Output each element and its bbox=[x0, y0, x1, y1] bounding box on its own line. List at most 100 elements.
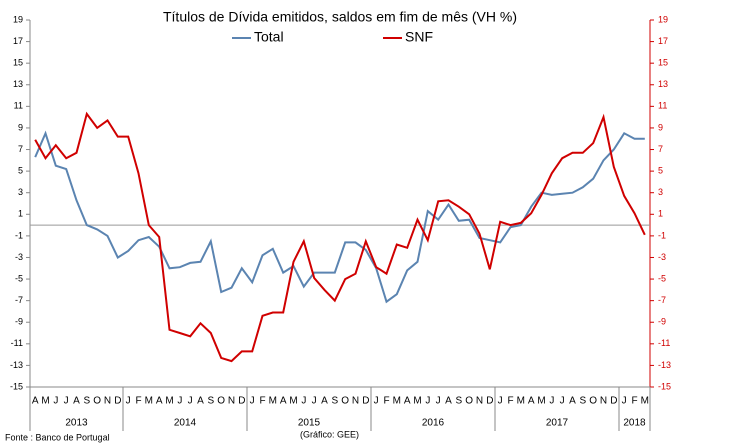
x-tick-label: A bbox=[569, 396, 576, 407]
y2-tick-label: -5 bbox=[658, 273, 666, 283]
y-tick-label: 5 bbox=[18, 165, 23, 175]
y-tick-label: 15 bbox=[13, 58, 23, 68]
x-tick-label: M bbox=[289, 396, 297, 407]
x-tick-label: D bbox=[486, 396, 493, 407]
x-tick-label: J bbox=[425, 396, 430, 407]
x-tick-label: J bbox=[549, 396, 554, 407]
x-tick-label: A bbox=[73, 396, 80, 407]
x-tick-label: J bbox=[312, 396, 317, 407]
x-group-label: 2016 bbox=[422, 418, 445, 429]
y-tick-label: -7 bbox=[15, 295, 23, 305]
x-tick-label: S bbox=[579, 396, 586, 407]
x-tick-label: F bbox=[383, 396, 389, 407]
x-tick-label: O bbox=[465, 396, 473, 407]
chart-title: Títulos de Dívida emitidos, saldos em fi… bbox=[163, 9, 517, 25]
x-tick-label: N bbox=[600, 396, 607, 407]
source: Fonte : Banco de Portugal bbox=[5, 432, 110, 442]
x-tick-label: D bbox=[610, 396, 617, 407]
x-tick-label: M bbox=[269, 396, 277, 407]
credit: (Gráfico: GEE) bbox=[300, 429, 359, 439]
y-tick-label: -9 bbox=[15, 317, 23, 327]
x-tick-label: A bbox=[32, 396, 39, 407]
y2-tick-label: -13 bbox=[658, 360, 671, 370]
x-tick-label: A bbox=[280, 396, 287, 407]
y-tick-label: -5 bbox=[15, 273, 23, 283]
y2-tick-label: -3 bbox=[658, 252, 666, 262]
x-tick-label: S bbox=[455, 396, 462, 407]
x-tick-label: A bbox=[321, 396, 328, 407]
x-tick-label: O bbox=[341, 396, 349, 407]
x-tick-label: S bbox=[207, 396, 214, 407]
x-tick-label: F bbox=[259, 396, 265, 407]
y-tick-label: 17 bbox=[13, 36, 23, 46]
x-tick-label: J bbox=[126, 396, 131, 407]
x-tick-label: J bbox=[498, 396, 503, 407]
y2-tick-label: 15 bbox=[658, 58, 668, 68]
y-tick-label: -3 bbox=[15, 252, 23, 262]
x-tick-label: J bbox=[301, 396, 306, 407]
y2-tick-label: 9 bbox=[658, 122, 663, 132]
x-tick-label: J bbox=[374, 396, 379, 407]
x-tick-label: D bbox=[362, 396, 369, 407]
y2-tick-label: -7 bbox=[658, 295, 666, 305]
x-group-label: 2013 bbox=[65, 418, 88, 429]
x-tick-label: A bbox=[197, 396, 204, 407]
legend-label: Total bbox=[254, 29, 284, 45]
y2-tick-label: 13 bbox=[658, 79, 668, 89]
y-tick-label: -15 bbox=[10, 381, 23, 391]
x-tick-label: M bbox=[165, 396, 173, 407]
x-tick-label: J bbox=[53, 396, 58, 407]
x-tick-label: N bbox=[228, 396, 235, 407]
x-tick-label: F bbox=[631, 396, 637, 407]
x-tick-label: F bbox=[507, 396, 513, 407]
x-tick-label: J bbox=[560, 396, 565, 407]
x-tick-label: J bbox=[622, 396, 627, 407]
x-tick-label: N bbox=[352, 396, 359, 407]
x-group-label: 2017 bbox=[546, 418, 569, 429]
x-tick-label: M bbox=[41, 396, 49, 407]
y-tick-label: 1 bbox=[18, 209, 23, 219]
x-tick-label: A bbox=[445, 396, 452, 407]
x-group-label: 2018 bbox=[623, 418, 646, 429]
y-tick-label: -11 bbox=[11, 338, 23, 348]
x-tick-label: J bbox=[188, 396, 193, 407]
y-tick-label: -1 bbox=[15, 230, 23, 240]
y2-tick-label: 5 bbox=[658, 165, 663, 175]
y2-tick-label: -1 bbox=[658, 230, 666, 240]
y2-tick-label: -9 bbox=[658, 317, 666, 327]
x-tick-label: J bbox=[177, 396, 182, 407]
x-tick-label: J bbox=[436, 396, 441, 407]
y2-tick-label: 1 bbox=[658, 209, 663, 219]
x-tick-label: O bbox=[217, 396, 225, 407]
y2-tick-label: 17 bbox=[658, 36, 668, 46]
x-tick-label: M bbox=[641, 396, 649, 407]
y2-tick-label: 19 bbox=[658, 14, 668, 24]
x-tick-label: N bbox=[476, 396, 483, 407]
x-group-label: 2014 bbox=[174, 418, 197, 429]
y2-tick-label: 11 bbox=[658, 101, 667, 111]
x-tick-label: N bbox=[104, 396, 111, 407]
y2-tick-label: -11 bbox=[658, 338, 670, 348]
x-tick-label: A bbox=[404, 396, 411, 407]
series-line bbox=[34, 130, 645, 304]
x-tick-label: O bbox=[589, 396, 597, 407]
y-tick-label: -13 bbox=[10, 360, 23, 370]
x-tick-label: D bbox=[114, 396, 121, 407]
x-tick-label: M bbox=[517, 396, 525, 407]
x-tick-label: F bbox=[135, 396, 141, 407]
y-tick-label: 9 bbox=[18, 122, 23, 132]
x-tick-label: S bbox=[83, 396, 90, 407]
x-tick-label: S bbox=[331, 396, 338, 407]
x-tick-label: A bbox=[528, 396, 535, 407]
x-group-label: 2015 bbox=[298, 418, 321, 429]
y2-tick-label: -15 bbox=[658, 381, 671, 391]
y-tick-label: 19 bbox=[13, 14, 23, 24]
x-tick-label: O bbox=[93, 396, 101, 407]
x-tick-label: J bbox=[250, 396, 255, 407]
series-line bbox=[34, 111, 646, 363]
legend-label: SNF bbox=[405, 29, 433, 45]
y-tick-label: 13 bbox=[13, 79, 23, 89]
x-tick-label: D bbox=[238, 396, 245, 407]
y2-tick-label: 3 bbox=[658, 187, 663, 197]
